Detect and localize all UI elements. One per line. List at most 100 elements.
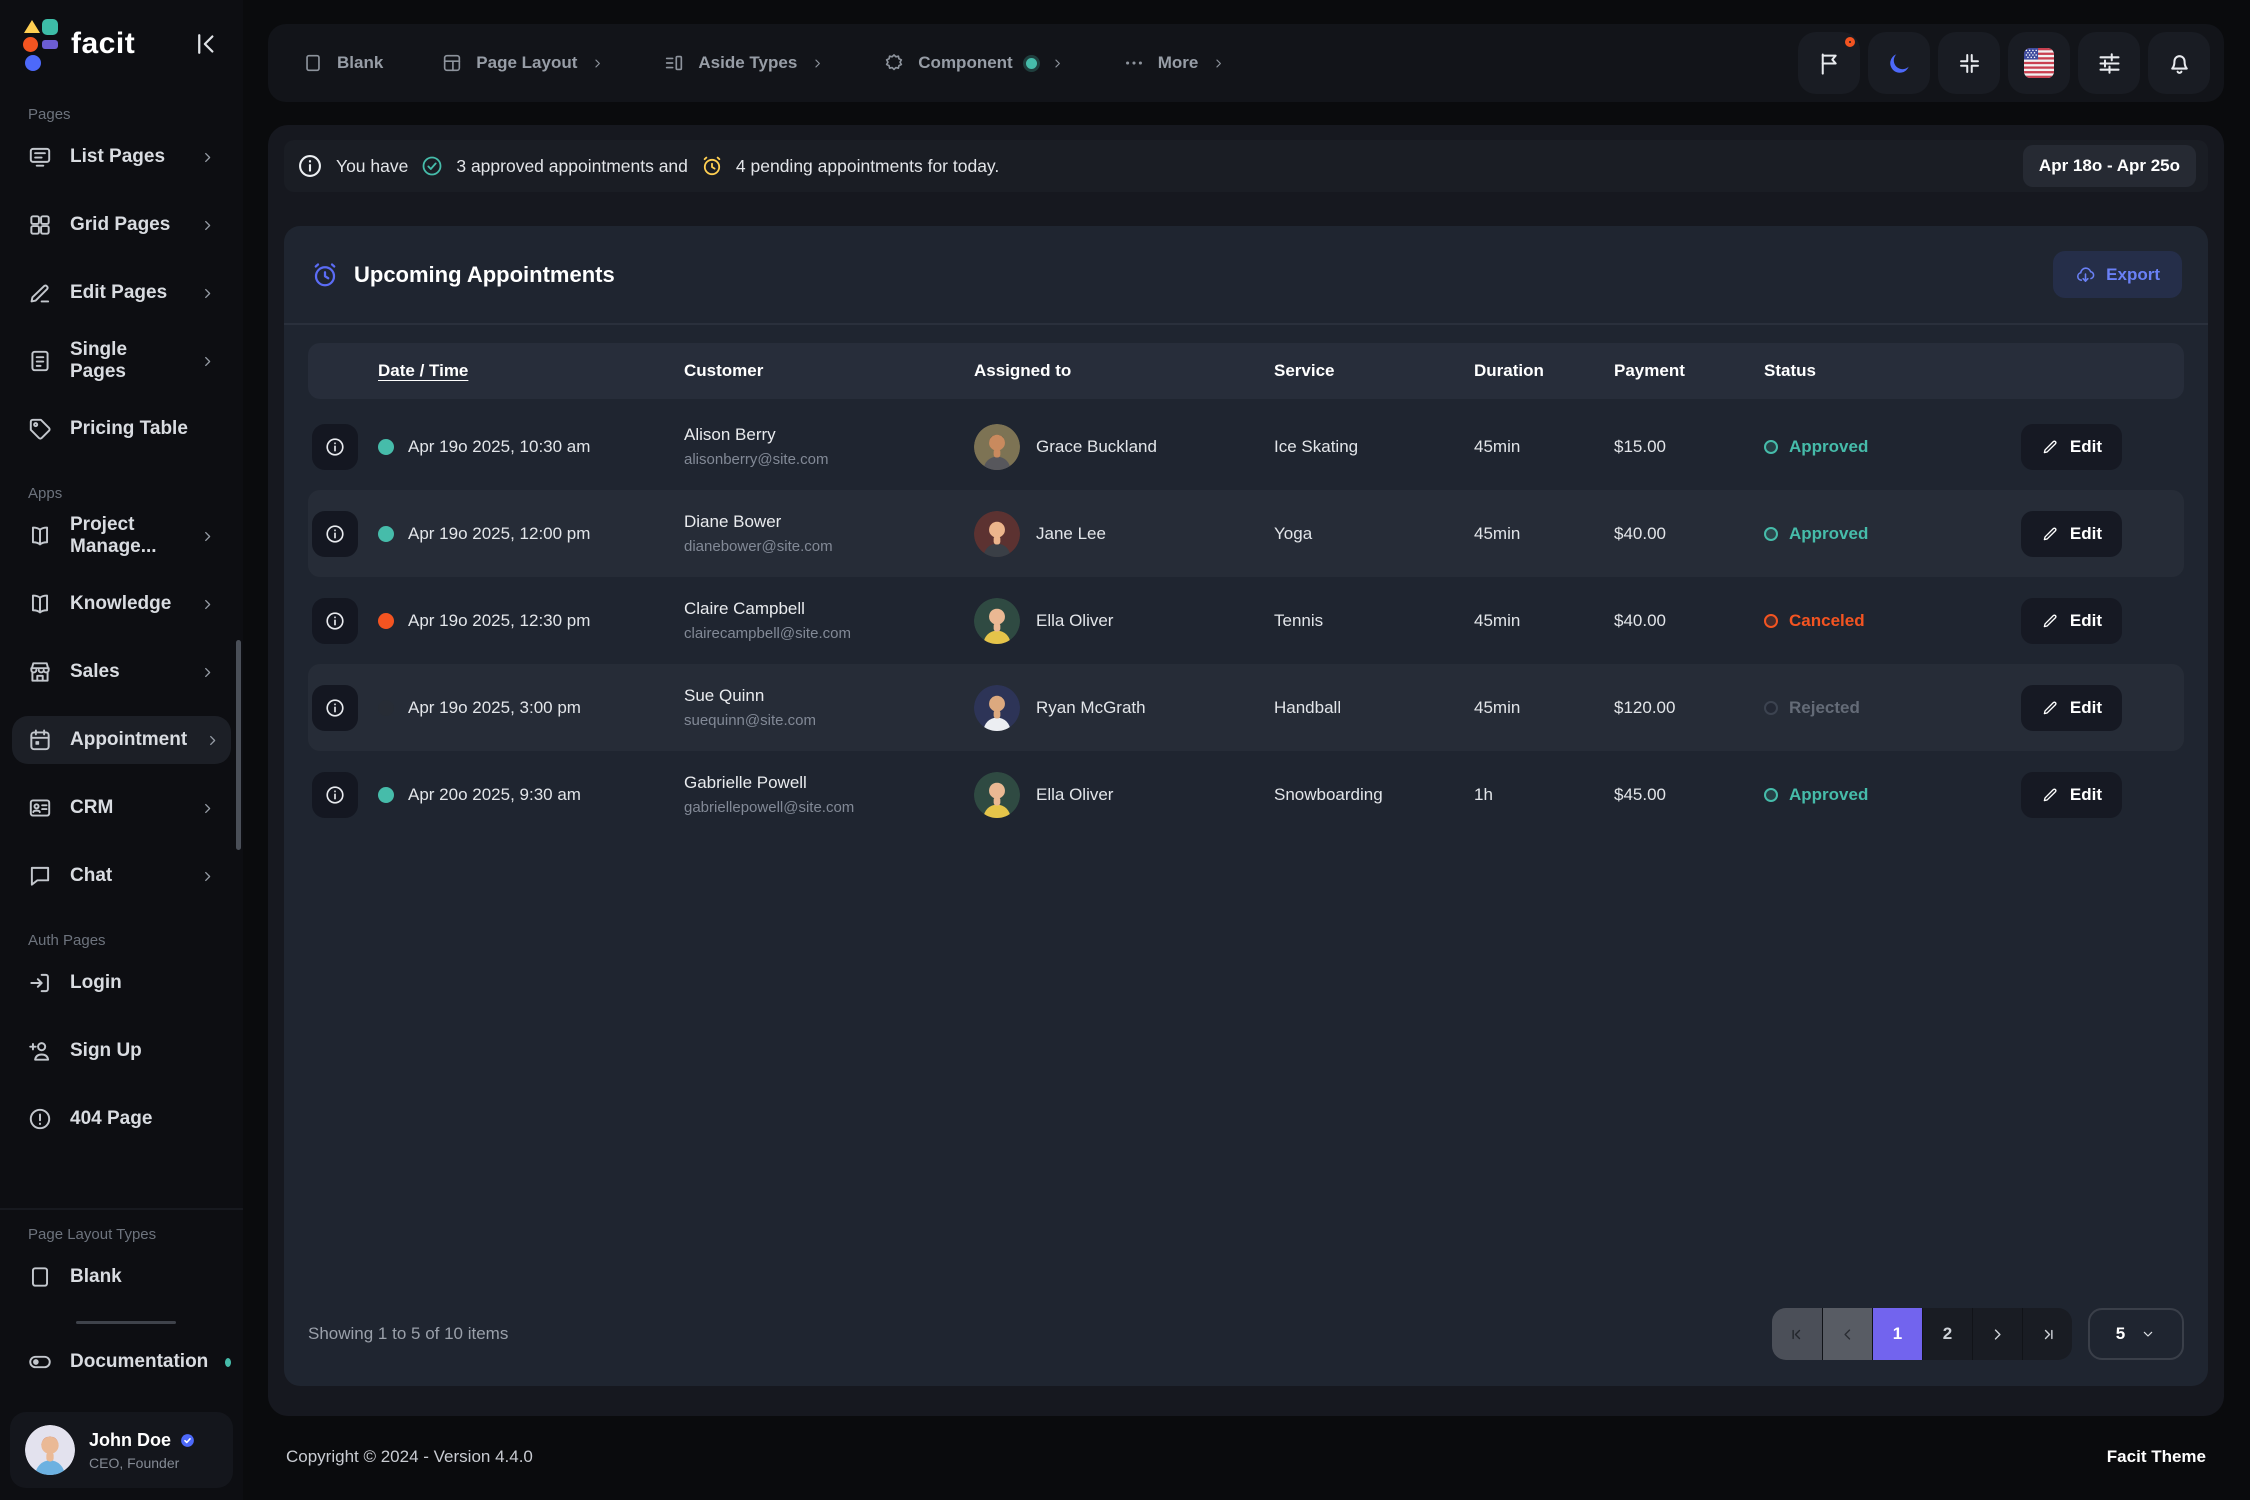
service-cell: Handball xyxy=(1274,697,1342,717)
table-row: Apr 20o 2025, 9:30 am Gabrielle Powell gab… xyxy=(308,751,2184,838)
edit-pages-icon xyxy=(27,280,53,306)
edit-label: Edit xyxy=(2069,523,2102,543)
tab-blank[interactable]: Blank xyxy=(302,52,383,74)
chevron-left-icon xyxy=(1838,1325,1857,1344)
page-size-select[interactable]: 5 xyxy=(2088,1308,2184,1360)
sidebar-layout-section: Page Layout Types Blank Documentation xyxy=(0,1210,243,1406)
page-number: 2 xyxy=(1942,1324,1953,1343)
edit-label: Edit xyxy=(2069,610,2102,630)
first-page-button[interactable] xyxy=(1772,1308,1822,1360)
sidebar-item-project-manage[interactable]: Project Manage... xyxy=(12,512,231,560)
dark-mode-button[interactable] xyxy=(1868,32,1930,94)
documentation-status-dot xyxy=(225,1357,232,1367)
sidebar-item-chat[interactable]: Chat xyxy=(12,852,231,900)
tab-more[interactable]: More xyxy=(1123,52,1227,74)
pencil-icon xyxy=(2041,525,2059,543)
sidebar-item-crm[interactable]: CRM xyxy=(12,784,231,832)
sidebar-item-blank[interactable]: Blank xyxy=(12,1253,231,1301)
column-header-date-time[interactable]: Date / Time xyxy=(378,361,469,380)
sidebar-item-single-pages[interactable]: Single Pages xyxy=(12,337,231,385)
sidebar-item-documentation[interactable]: Documentation xyxy=(12,1338,232,1386)
sidebar-item-pricing-table[interactable]: Pricing Table xyxy=(12,405,231,453)
sidebar-item-edit-pages[interactable]: Edit Pages xyxy=(12,269,231,317)
info-circle-icon xyxy=(296,152,324,180)
appointment-datetime: Apr 19o 2025, 12:00 pm xyxy=(408,523,591,543)
customer-email: clairecampbell@site.com xyxy=(684,625,851,642)
service-cell: Yoga xyxy=(1274,523,1313,543)
brand: facit xyxy=(0,0,243,88)
edit-button[interactable]: Edit xyxy=(2020,771,2122,818)
chevron-right-icon xyxy=(199,353,216,370)
sidebar-item-404-page[interactable]: 404 Page xyxy=(12,1095,231,1143)
language-button[interactable] xyxy=(2008,32,2070,94)
sidebar-scrollbar[interactable] xyxy=(236,640,241,850)
info-circle-icon xyxy=(324,610,346,632)
last-page-button[interactable] xyxy=(2022,1308,2072,1360)
tab-page-layout[interactable]: Page Layout xyxy=(441,52,605,74)
table-row: Apr 19o 2025, 10:30 am Alison Berry alison… xyxy=(308,403,2184,490)
sidebar-item-knowledge[interactable]: Knowledge xyxy=(12,580,231,628)
previous-page-button[interactable] xyxy=(1822,1308,1872,1360)
alerts-button[interactable] xyxy=(1798,32,1860,94)
alert-approved-text: 3 approved appointments and xyxy=(456,155,688,176)
fullscreen-button[interactable] xyxy=(1938,32,2000,94)
page-button-2[interactable]: 2 xyxy=(1922,1308,1972,1360)
edit-button[interactable]: Edit xyxy=(2020,423,2122,470)
edit-button[interactable]: Edit xyxy=(2020,510,2122,557)
tab-aside-types[interactable]: Aside Types xyxy=(663,52,825,74)
chat-icon xyxy=(27,863,53,889)
sidebar-item-label: Knowledge xyxy=(70,593,172,614)
user-name: John Doe xyxy=(89,1429,172,1450)
sidebar-item-label: Appointment xyxy=(70,729,188,750)
sidebar-item-sales[interactable]: Sales xyxy=(12,648,231,696)
settings-button[interactable] xyxy=(2078,32,2140,94)
row-info-button[interactable] xyxy=(312,597,358,644)
chevron-right-icon xyxy=(199,596,216,613)
table-row: Apr 19o 2025, 3:00 pm Sue Quinn suequinn@s… xyxy=(308,664,2184,751)
next-page-button[interactable] xyxy=(1972,1308,2022,1360)
edit-label: Edit xyxy=(2069,784,2102,804)
row-info-button[interactable] xyxy=(312,423,358,470)
sidebar-item-sign-up[interactable]: Sign Up xyxy=(12,1027,231,1075)
page-button-1[interactable]: 1 xyxy=(1872,1308,1922,1360)
sidebar-collapse-button[interactable] xyxy=(193,29,223,59)
login-icon xyxy=(27,970,53,996)
tab-component[interactable]: Component xyxy=(883,52,1064,74)
upcoming-appointments-card: Upcoming Appointments Export Date / Time… xyxy=(284,226,2208,1386)
notifications-button[interactable] xyxy=(2148,32,2210,94)
duration-cell: 45min xyxy=(1474,697,1521,717)
alert-text-prefix: You have xyxy=(336,155,409,176)
sidebar-item-login[interactable]: Login xyxy=(12,959,231,1007)
status-dot xyxy=(1025,57,1037,69)
sliders-icon xyxy=(2096,50,2123,77)
status-label: Approved xyxy=(1789,784,1869,804)
compress-icon xyxy=(1956,50,1983,77)
payment-cell: $40.00 xyxy=(1614,610,1666,630)
flag-icon xyxy=(1816,50,1843,77)
payment-cell: $45.00 xyxy=(1614,784,1666,804)
sidebar-item-grid-pages[interactable]: Grid Pages xyxy=(12,201,231,249)
row-info-button[interactable] xyxy=(312,510,358,557)
sidebar-item-appointment[interactable]: Appointment xyxy=(12,716,231,764)
book-icon xyxy=(27,591,53,617)
assignee-avatar xyxy=(974,510,1020,557)
header-tabs: Blank Page Layout Aside Types Component More xyxy=(302,52,1226,74)
export-button[interactable]: Export xyxy=(2053,251,2182,298)
sidebar: facit Pages List Pages Grid Pages Edit Page… xyxy=(0,0,243,1500)
edit-button[interactable]: Edit xyxy=(2020,597,2122,644)
tab-label: Component xyxy=(918,53,1013,72)
sidebar-item-list-pages[interactable]: List Pages xyxy=(12,133,231,181)
edit-button[interactable]: Edit xyxy=(2020,684,2122,731)
status-ring-icon xyxy=(1764,439,1778,454)
date-range-badge: Apr 18o - Apr 25o xyxy=(2022,145,2196,187)
row-info-button[interactable] xyxy=(312,771,358,818)
chevron-right-icon xyxy=(199,664,216,681)
user-profile[interactable]: John Doe CEO, Founder xyxy=(10,1412,233,1488)
row-info-button[interactable] xyxy=(312,684,358,731)
duration-cell: 45min xyxy=(1474,610,1521,630)
appointments-alert: You have 3 approved appointments and 4 p… xyxy=(284,140,2208,192)
chevron-right-icon xyxy=(199,217,216,234)
customer-name: Diane Bower xyxy=(684,512,782,531)
service-cell: Ice Skating xyxy=(1274,436,1359,456)
